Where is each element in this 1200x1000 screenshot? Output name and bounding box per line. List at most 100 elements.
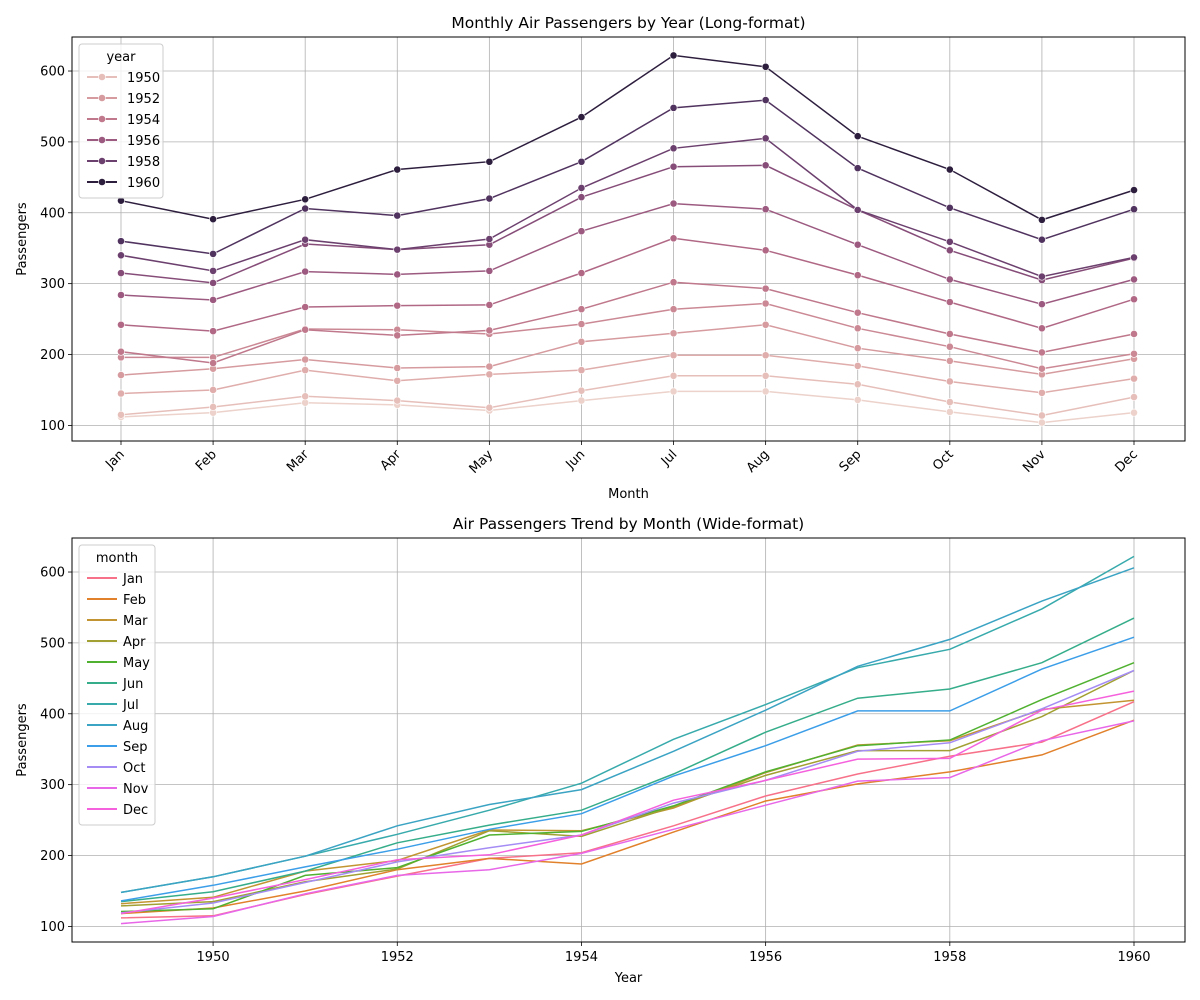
x-tick-label: 1952 [381, 950, 414, 965]
y-tick-label: 100 [40, 920, 65, 935]
legend-entry-Feb: Feb [87, 593, 146, 608]
y-tick-label: 600 [40, 65, 65, 80]
legend-label: Aug [123, 719, 148, 734]
series-Oct [120, 669, 1135, 914]
x-tick-label: Jul [658, 447, 680, 469]
data-point [669, 162, 678, 171]
data-point [1038, 388, 1046, 397]
axes-frame [71, 537, 1186, 943]
data-point [1130, 408, 1138, 417]
y-axis-label: Passengers [15, 202, 30, 276]
data-point [117, 320, 125, 329]
data-point [761, 96, 770, 104]
legend: month Jan Feb Mar Apr May Jun Jul Aug Sep Oct Nov De… [78, 544, 156, 826]
data-point [761, 299, 770, 308]
data-point [761, 371, 770, 380]
x-axis-label: Month [608, 487, 649, 502]
data-point [945, 342, 954, 351]
legend-entry-Jun: Jun [87, 677, 143, 692]
data-point [393, 211, 402, 220]
chart-title: Air Passengers Trend by Month (Wide-form… [453, 515, 804, 533]
y-tick-label: 200 [40, 348, 65, 363]
legend-swatch-marker [98, 178, 106, 186]
series-1950 [117, 371, 1138, 420]
data-point [209, 327, 217, 336]
legend-label: 1954 [127, 113, 160, 128]
data-point [485, 235, 494, 243]
data-point [761, 62, 770, 71]
series-1953 [117, 299, 1138, 373]
chart-panel-1: 100 200 300 400 500 600 Jan Feb Mar Apr May Jun Jul A… [15, 14, 1186, 502]
data-point [485, 301, 494, 309]
x-tick-label: Feb [193, 447, 220, 474]
legend-entry-May: May [87, 656, 150, 671]
series-Nov [120, 720, 1135, 925]
data-point [1038, 411, 1046, 420]
series-line-Aug [120, 567, 1135, 894]
legend-label: Jul [122, 698, 139, 713]
data-point [209, 359, 217, 367]
data-point [669, 305, 678, 314]
series-1957 [117, 161, 1138, 287]
data-point [393, 331, 402, 340]
x-tick-label: Nov [1020, 447, 1049, 476]
series-line-1955 [120, 237, 1135, 332]
data-point [485, 370, 494, 379]
data-point [301, 355, 310, 364]
data-point [577, 184, 586, 192]
x-tick-label: Oct [930, 447, 957, 474]
data-point [485, 403, 494, 412]
legend-label: Jan [122, 572, 143, 587]
data-point [1130, 295, 1138, 304]
series-line-1956 [120, 202, 1135, 305]
y-tick-label: 500 [40, 636, 65, 651]
x-tick-label: Aug [744, 447, 773, 476]
data-point [945, 165, 954, 174]
legend-title: year [106, 50, 136, 65]
data-point [853, 395, 862, 404]
legend-label: Feb [123, 593, 146, 608]
data-point [301, 267, 310, 276]
series-Aug [120, 567, 1135, 894]
legend-entry-Mar: Mar [87, 614, 148, 629]
legend-label: Nov [123, 782, 149, 797]
data-point [945, 357, 954, 365]
data-point [117, 347, 125, 356]
data-point [761, 161, 770, 170]
data-point [1038, 215, 1046, 224]
data-point [117, 389, 125, 398]
legend-label: Apr [123, 635, 146, 650]
legend-label: May [123, 656, 150, 671]
x-tick-label: 1958 [933, 950, 966, 965]
data-point [577, 305, 586, 314]
data-point [301, 235, 310, 244]
legend-label: Sep [123, 740, 148, 755]
series-line-1953 [121, 302, 1135, 370]
data-point [945, 330, 954, 338]
series-line-Apr [120, 669, 1135, 907]
data-point [577, 320, 586, 328]
data-point [853, 164, 862, 173]
legend-swatch-marker [98, 136, 106, 144]
data-point [669, 199, 678, 208]
data-point [669, 234, 678, 243]
legend-label: 1950 [127, 71, 160, 86]
data-point [1130, 186, 1138, 194]
x-tick-label: Jan [102, 447, 127, 472]
data-point [1130, 253, 1138, 262]
data-point [485, 157, 494, 166]
y-tick-label: 400 [40, 707, 65, 722]
y-axis-label: Passengers [15, 703, 30, 777]
data-point [761, 387, 770, 396]
data-point [945, 246, 954, 255]
data-point [117, 237, 125, 246]
data-point [1130, 374, 1138, 383]
legend-label: Jun [122, 677, 143, 692]
legend-entry-Oct: Oct [87, 761, 145, 776]
data-point [853, 240, 862, 249]
data-point [577, 386, 586, 395]
legend-entry-1950: 1950 [87, 71, 160, 86]
series-May [120, 662, 1135, 913]
data-point [577, 113, 586, 121]
data-point [945, 408, 954, 416]
